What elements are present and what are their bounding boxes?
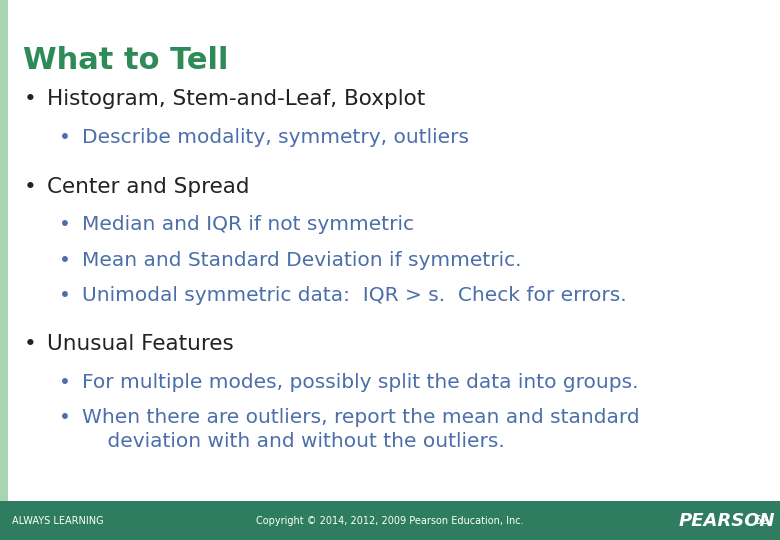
Text: •: •: [58, 408, 70, 427]
Text: Unimodal symmetric data:  IQR > s.  Check for errors.: Unimodal symmetric data: IQR > s. Check …: [82, 286, 626, 305]
Bar: [0, 501, 780, 540]
Text: Describe modality, symmetry, outliers: Describe modality, symmetry, outliers: [82, 128, 469, 147]
Text: When there are outliers, report the mean and standard
    deviation with and wit: When there are outliers, report the mean…: [82, 408, 640, 451]
Text: •: •: [23, 89, 36, 109]
Text: Histogram, Stem-and-Leaf, Boxplot: Histogram, Stem-and-Leaf, Boxplot: [47, 89, 425, 109]
Text: Unusual Features: Unusual Features: [47, 334, 233, 354]
Text: 62: 62: [753, 514, 768, 527]
Text: PEARSON: PEARSON: [679, 511, 775, 530]
Text: Mean and Standard Deviation if symmetric.: Mean and Standard Deviation if symmetric…: [82, 251, 521, 269]
Text: •: •: [58, 251, 70, 269]
Text: •: •: [23, 334, 36, 354]
Text: •: •: [58, 373, 70, 392]
Text: Center and Spread: Center and Spread: [47, 177, 250, 197]
Text: Median and IQR if not symmetric: Median and IQR if not symmetric: [82, 215, 414, 234]
Text: •: •: [23, 177, 36, 197]
Text: Copyright © 2014, 2012, 2009 Pearson Education, Inc.: Copyright © 2014, 2012, 2009 Pearson Edu…: [256, 516, 524, 525]
Text: For multiple modes, possibly split the data into groups.: For multiple modes, possibly split the d…: [82, 373, 638, 392]
Bar: [0, 0, 8, 501]
Text: What to Tell: What to Tell: [23, 46, 229, 75]
Text: •: •: [58, 215, 70, 234]
Text: •: •: [58, 286, 70, 305]
Text: •: •: [58, 128, 70, 147]
Text: ALWAYS LEARNING: ALWAYS LEARNING: [12, 516, 103, 525]
